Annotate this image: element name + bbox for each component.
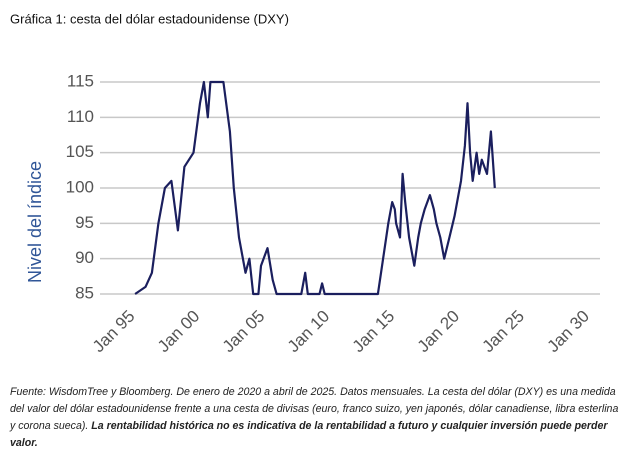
x-tick-label: Jan 30 xyxy=(543,307,593,357)
data-line xyxy=(134,80,496,296)
y-tick-label: 85 xyxy=(75,283,94,302)
chart: Gráfica 1: cesta del dólar estadounidens… xyxy=(10,11,600,357)
y-tick-label: 105 xyxy=(66,142,94,161)
y-tick-label: 110 xyxy=(67,107,94,126)
footnote-bold: La rentabilidad histórica no es indicati… xyxy=(10,420,608,449)
footnote: Fuente: WisdomTree y Bloomberg. De enero… xyxy=(10,384,622,452)
y-axis-label: Nivel del índice xyxy=(25,161,45,283)
chart-title: Gráfica 1: cesta del dólar estadounidens… xyxy=(10,11,289,26)
y-tick-label: 100 xyxy=(66,177,94,196)
footnote-text: Fuente: WisdomTree y Bloomberg. De enero… xyxy=(10,386,619,432)
x-tick-label: Jan 10 xyxy=(284,307,334,357)
y-tick-label: 115 xyxy=(67,71,94,90)
x-tick-label: Jan 25 xyxy=(479,307,529,357)
y-tick-label: 95 xyxy=(75,213,94,232)
x-tick-label: Jan 20 xyxy=(414,307,464,357)
y-tick-label: 90 xyxy=(75,248,94,267)
x-tick-label: Jan 05 xyxy=(219,307,269,357)
x-tick-label: Jan 00 xyxy=(154,307,204,357)
x-tick-label: Jan 15 xyxy=(349,307,399,357)
x-tick-label: Jan 95 xyxy=(89,307,139,357)
